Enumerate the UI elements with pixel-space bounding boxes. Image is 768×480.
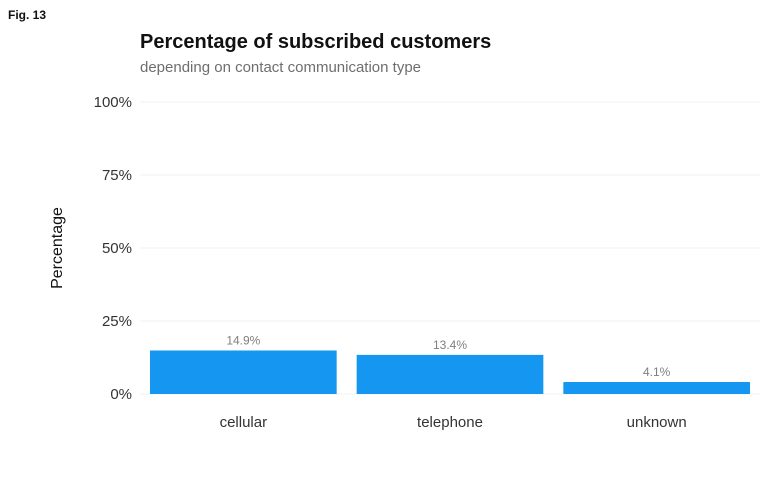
data-label: 14.9% — [226, 333, 260, 347]
x-tick-label: telephone — [417, 414, 483, 431]
bar-telephone — [356, 354, 544, 394]
bars — [150, 350, 750, 394]
y-tick-label: 25% — [102, 313, 132, 330]
x-axis-ticks: cellular telephone unknown — [220, 414, 687, 431]
x-tick-label: unknown — [627, 414, 687, 431]
figure-label: Fig. 13 — [8, 8, 47, 22]
y-tick-label: 100% — [94, 94, 132, 111]
bar-unknown — [563, 382, 750, 394]
bar-cellular — [150, 350, 337, 394]
y-tick-label: 50% — [102, 240, 132, 257]
chart-subtitle: depending on contact communication type — [140, 59, 422, 76]
data-labels: 14.9% 13.4% 4.1% — [226, 333, 670, 379]
x-tick-label: cellular — [220, 414, 268, 431]
data-label: 4.1% — [643, 365, 671, 379]
data-label: 13.4% — [433, 338, 467, 352]
chart-title: Percentage of subscribed customers — [140, 31, 492, 53]
y-tick-label: 0% — [110, 386, 132, 403]
y-axis-label: Percentage — [49, 207, 66, 289]
y-tick-label: 75% — [102, 167, 132, 184]
y-axis-ticks: 0% 25% 50% 75% 100% — [94, 94, 132, 403]
